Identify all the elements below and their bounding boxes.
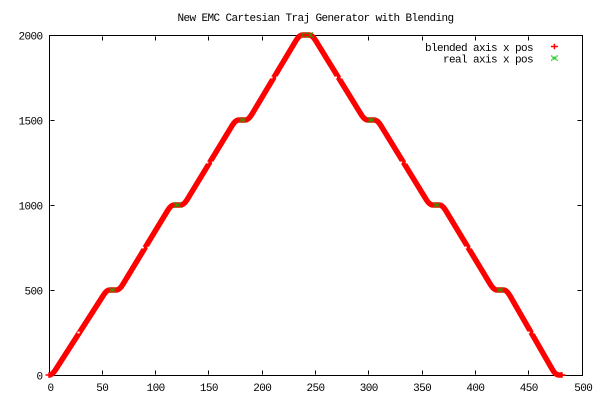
svg-text:500: 500	[24, 286, 42, 298]
svg-text:200: 200	[253, 383, 271, 395]
svg-text:250: 250	[306, 383, 324, 395]
svg-text:New EMC Cartesian Traj Generat: New EMC Cartesian Traj Generator with Bl…	[177, 13, 453, 25]
svg-text:50: 50	[96, 383, 108, 395]
svg-text:450: 450	[520, 383, 538, 395]
svg-text:300: 300	[360, 383, 378, 395]
svg-text:400: 400	[466, 383, 484, 395]
svg-text:500: 500	[574, 383, 592, 395]
svg-text:blended axis x pos: blended axis x pos	[425, 43, 533, 55]
svg-text:1500: 1500	[18, 116, 42, 128]
svg-text:100: 100	[147, 383, 165, 395]
svg-text:350: 350	[413, 383, 431, 395]
svg-text:0: 0	[47, 383, 53, 395]
svg-text:1000: 1000	[18, 201, 42, 213]
svg-text:150: 150	[200, 383, 218, 395]
svg-text:real axis x pos: real axis x pos	[443, 55, 533, 67]
svg-text:2000: 2000	[18, 31, 42, 43]
svg-text:0: 0	[36, 371, 42, 383]
